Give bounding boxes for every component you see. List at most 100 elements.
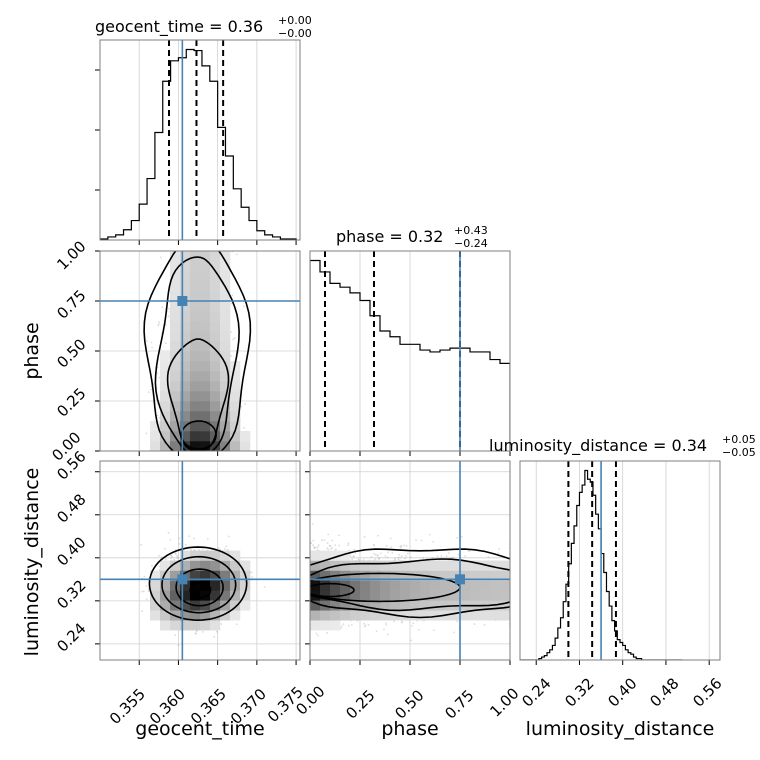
sample-point bbox=[374, 553, 377, 556]
density-cell bbox=[170, 570, 181, 581]
density-cell bbox=[180, 431, 191, 442]
sample-point bbox=[231, 294, 234, 297]
density-cell bbox=[220, 271, 231, 282]
density-cell bbox=[210, 580, 221, 591]
sample-point bbox=[230, 354, 232, 357]
density-cell bbox=[160, 441, 171, 451]
sample-point bbox=[363, 625, 366, 628]
sample-point bbox=[354, 552, 357, 555]
density-cell bbox=[180, 331, 191, 342]
sample-point bbox=[169, 554, 172, 557]
sample-point bbox=[374, 558, 377, 561]
sample-point bbox=[147, 391, 150, 394]
density-cell bbox=[180, 261, 191, 272]
density-cell bbox=[200, 620, 211, 631]
sample-point bbox=[142, 590, 145, 593]
density-cell bbox=[200, 271, 211, 282]
sample-point bbox=[445, 555, 448, 558]
density-cell bbox=[200, 341, 211, 352]
density-cell bbox=[200, 431, 211, 442]
density-cell bbox=[150, 600, 161, 611]
sample-point bbox=[310, 541, 313, 544]
density-cell bbox=[210, 361, 221, 372]
density-cell bbox=[210, 251, 221, 262]
density-cell bbox=[240, 431, 251, 442]
density-cell bbox=[160, 351, 171, 362]
sample-point bbox=[401, 620, 403, 623]
sample-point bbox=[140, 543, 143, 546]
sample-point bbox=[213, 635, 216, 638]
density-cell bbox=[160, 570, 171, 581]
sample-point bbox=[340, 627, 343, 630]
density-cell bbox=[200, 411, 211, 422]
density-cell bbox=[170, 261, 181, 272]
density-cell bbox=[200, 291, 211, 302]
sample-point bbox=[315, 546, 318, 549]
density-cell bbox=[160, 560, 171, 571]
density-cell bbox=[190, 610, 201, 621]
density-cell bbox=[190, 620, 201, 631]
density-cell bbox=[170, 271, 181, 282]
sample-point bbox=[145, 432, 148, 435]
sample-point bbox=[328, 544, 331, 547]
sample-point bbox=[351, 558, 354, 561]
density-cell bbox=[210, 331, 221, 342]
density-cell bbox=[210, 311, 221, 322]
sample-point bbox=[400, 545, 403, 548]
sample-point bbox=[176, 557, 179, 560]
sample-point bbox=[409, 556, 412, 559]
sample-point bbox=[243, 427, 246, 429]
density-cell bbox=[220, 361, 231, 372]
sample-point bbox=[422, 556, 425, 559]
density-cell bbox=[160, 411, 171, 422]
density-cell bbox=[170, 341, 181, 352]
sample-point bbox=[198, 548, 200, 551]
density-cell bbox=[220, 391, 231, 402]
density-cell bbox=[230, 590, 241, 601]
hist-panel-geocent-time bbox=[95, 39, 301, 245]
density-cell bbox=[150, 431, 161, 442]
contour-line bbox=[166, 338, 230, 451]
sample-point bbox=[370, 555, 373, 558]
sample-point bbox=[411, 625, 413, 627]
density-cell bbox=[200, 321, 211, 332]
sample-point bbox=[397, 558, 400, 561]
density-cell bbox=[210, 441, 221, 451]
sample-point bbox=[167, 315, 170, 318]
density-cell bbox=[190, 391, 201, 402]
density-cell bbox=[200, 261, 211, 272]
sample-point bbox=[377, 558, 380, 560]
density-cell bbox=[200, 401, 211, 412]
sample-point bbox=[242, 305, 245, 308]
density-cell bbox=[230, 441, 241, 451]
density-cell bbox=[210, 411, 221, 422]
sample-point bbox=[317, 634, 319, 637]
density-cell bbox=[220, 381, 231, 392]
density-cell bbox=[240, 441, 251, 451]
density-cell bbox=[180, 550, 191, 561]
density-cell bbox=[170, 291, 181, 302]
sample-point bbox=[173, 558, 176, 561]
sample-point bbox=[377, 534, 379, 537]
sample-point bbox=[394, 559, 397, 561]
sample-point bbox=[313, 546, 316, 548]
density-cell bbox=[220, 291, 231, 302]
sample-point bbox=[391, 551, 394, 554]
sample-point bbox=[171, 555, 173, 558]
sample-point bbox=[367, 623, 370, 626]
panel-frame bbox=[99, 460, 301, 661]
density-cell bbox=[190, 331, 201, 342]
density-cell bbox=[170, 311, 181, 322]
sample-point bbox=[393, 620, 396, 623]
density-cell bbox=[170, 620, 181, 631]
contour-line bbox=[154, 256, 240, 451]
density-cell bbox=[200, 281, 211, 292]
sample-point bbox=[412, 622, 415, 625]
density-cell bbox=[190, 321, 201, 332]
sample-point bbox=[334, 548, 337, 551]
contour-line bbox=[189, 581, 212, 599]
sample-point bbox=[313, 547, 316, 550]
density-cell bbox=[230, 560, 241, 571]
sample-point bbox=[164, 547, 166, 550]
